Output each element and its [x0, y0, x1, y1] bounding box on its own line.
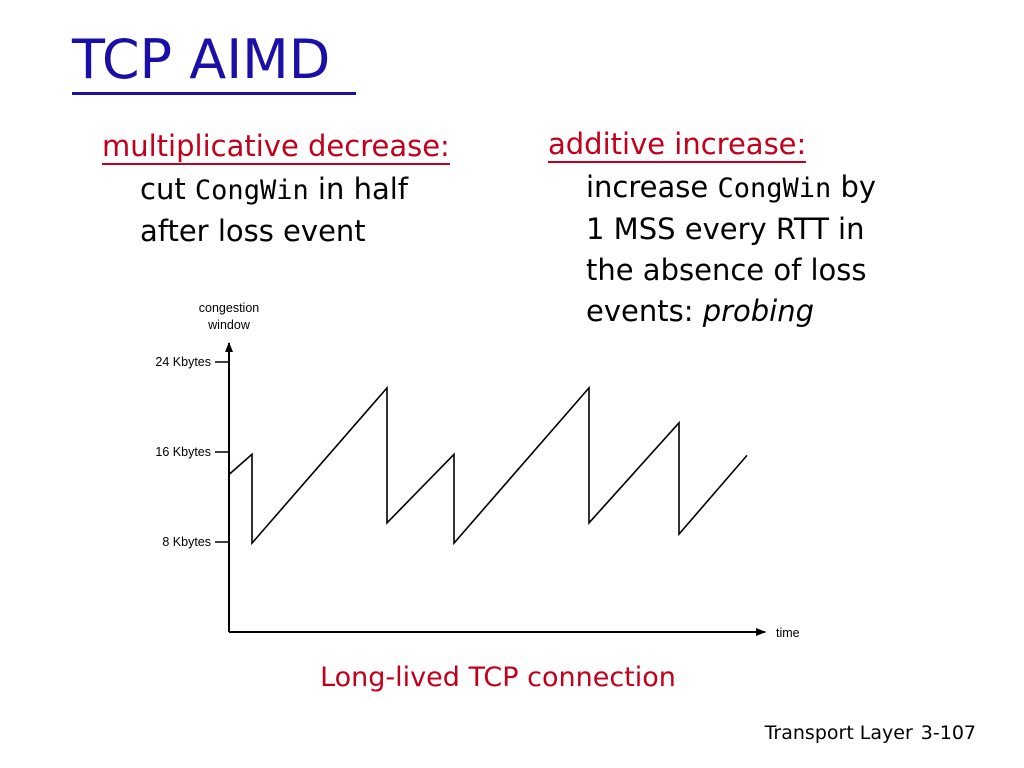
- x-axis-label: time: [776, 626, 800, 640]
- ai-probing-italic: probing: [702, 294, 815, 328]
- ai-line4-pre: events:: [586, 294, 703, 328]
- ai-line-1: increase CongWin by: [586, 167, 966, 209]
- multiplicative-decrease-text: cut CongWin in half after loss event: [140, 169, 510, 252]
- title-underline: [72, 92, 356, 95]
- additive-increase-heading-text: additive increase:: [548, 127, 807, 163]
- ai-congwin-code: CongWin: [717, 173, 832, 204]
- md-line1-pre: cut: [140, 172, 195, 206]
- md-line-2: after loss event: [140, 214, 366, 248]
- chart-caption: Long-lived TCP connection: [320, 662, 676, 693]
- ai-line1-post: by: [831, 170, 877, 204]
- ai-line-4: events: probing: [586, 291, 966, 332]
- y-axis-label-line-2: window: [207, 318, 251, 332]
- md-congwin-code: CongWin: [194, 175, 309, 206]
- slide-title: TCP AIMD: [72, 28, 331, 91]
- multiplicative-decrease-heading: multiplicative decrease:: [102, 129, 450, 165]
- md-line-1: cut CongWin in half: [140, 169, 510, 211]
- congestion-window-series: [228, 385, 748, 546]
- ai-line-2: 1 MSS every RTT in: [586, 212, 865, 246]
- additive-increase-heading: additive increase:: [548, 127, 807, 163]
- ai-line1-pre: increase: [586, 170, 718, 204]
- y-tick-label-2: 8 Kbytes: [162, 535, 211, 549]
- ai-line-3: the absence of loss: [586, 253, 867, 287]
- y-ticks: 24 Kbytes 16 Kbytes 8 Kbytes: [155, 355, 229, 549]
- slide-footer: Transport Layer 3-107: [757, 722, 976, 744]
- y-axis-label-line-1: congestion: [199, 301, 260, 315]
- additive-increase-text: increase CongWin by 1 MSS every RTT in t…: [586, 167, 966, 332]
- footer-section: Transport Layer: [764, 722, 913, 744]
- y-tick-label-1: 16 Kbytes: [155, 445, 211, 459]
- multiplicative-decrease-heading-text: multiplicative decrease:: [102, 129, 450, 165]
- footer-page-number: 3-107: [920, 722, 976, 744]
- y-tick-label-0: 24 Kbytes: [155, 355, 211, 369]
- md-line1-post: in half: [308, 172, 409, 206]
